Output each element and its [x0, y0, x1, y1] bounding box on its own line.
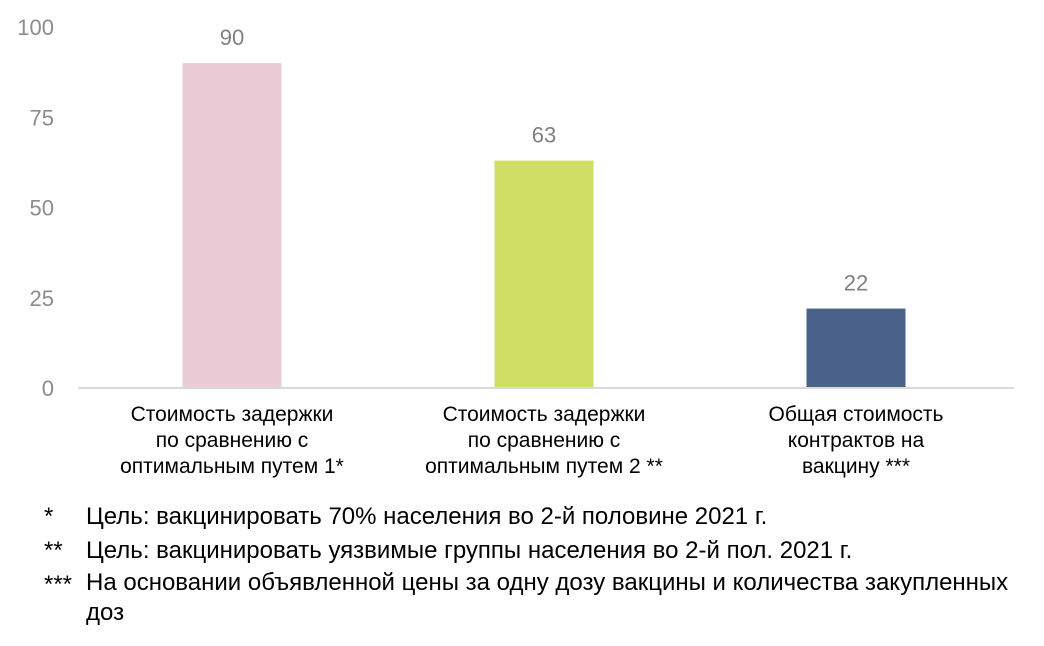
footnote-1-text: Цель: вакцинировать 70% населения во 2-й…: [86, 503, 768, 530]
footnote-3: *** На основании объявленной цены за одн…: [44, 568, 1034, 628]
data-label-3: 22: [844, 271, 868, 296]
footnote-1-mark: *: [44, 503, 54, 530]
category-label-2: Стоимость задержки по сравнению с оптима…: [425, 403, 663, 478]
y-tick-label-0: 0: [42, 376, 54, 400]
footnote-2-mark: **: [44, 537, 63, 564]
bar-chart: 0 25 50 75 100 90 63 22: [17, 15, 1014, 400]
category-label-3: Общая стоимость контрактов на вакцину **…: [768, 403, 944, 478]
y-tick-label-25: 25: [30, 286, 54, 311]
footnotes: * Цель: вакцинировать 70% населения во 2…: [44, 500, 1034, 628]
y-axis-ticks: 0 25 50 75 100: [17, 15, 54, 400]
data-label-2: 63: [532, 123, 556, 148]
footnote-2-text: Цель: вакцинировать уязвимые группы насе…: [86, 537, 853, 564]
bar-3: [806, 308, 906, 388]
bar-2: [494, 160, 594, 388]
y-tick-label-100: 100: [17, 15, 54, 40]
y-tick-label-75: 75: [30, 105, 54, 130]
y-tick-label-50: 50: [30, 196, 54, 221]
footnote-3-mark: ***: [44, 571, 73, 598]
bar-1: [182, 63, 282, 388]
footnote-3-text: На основании объявленной цены за одну до…: [86, 569, 1009, 626]
data-label-1: 90: [220, 25, 244, 50]
footnote-2: ** Цель: вакцинировать уязвимые группы н…: [44, 534, 1034, 568]
category-label-1: Стоимость задержки по сравнению с оптима…: [120, 403, 344, 478]
bars-group: [182, 63, 906, 388]
footnote-1: * Цель: вакцинировать 70% населения во 2…: [44, 500, 1034, 534]
data-labels-group: 90 63 22: [220, 25, 868, 295]
